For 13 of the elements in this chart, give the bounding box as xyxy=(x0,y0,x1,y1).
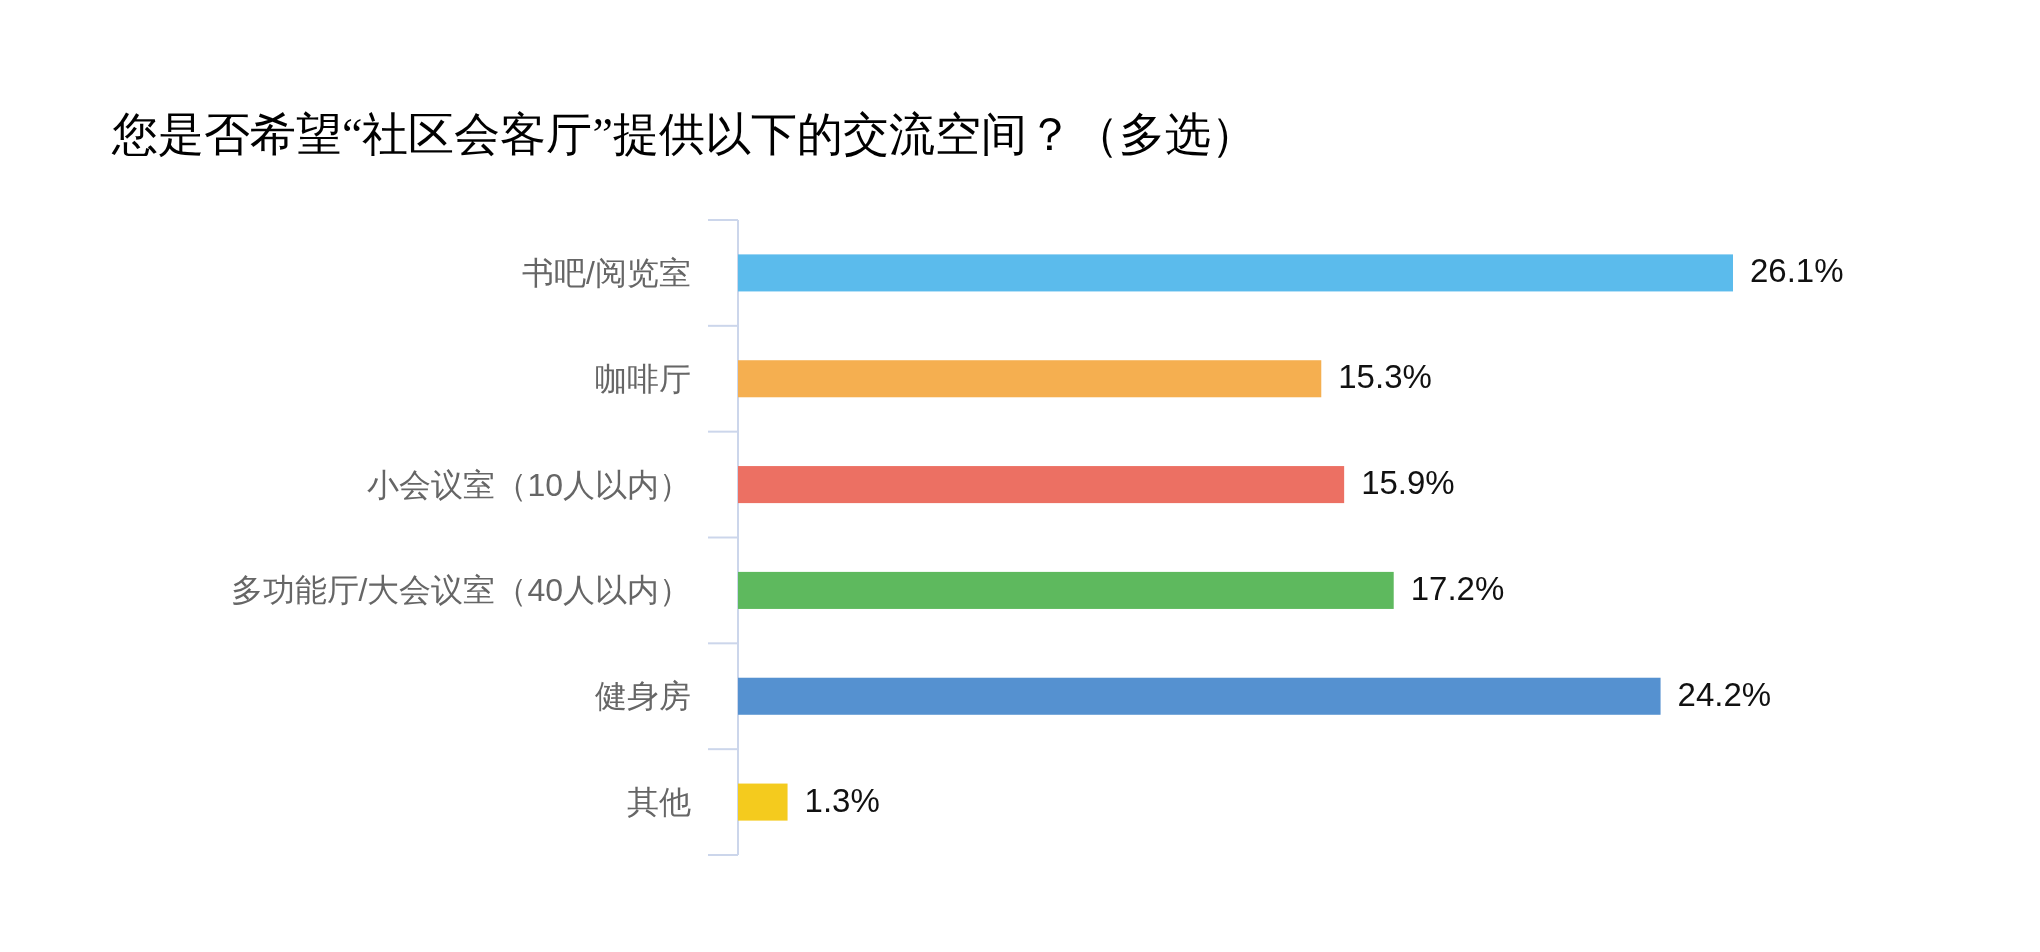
y-tick-label: 多功能厅/大会议室（40人以内） xyxy=(230,572,691,609)
data-label: 1.3% xyxy=(804,781,880,819)
y-tick-label: 健身房 xyxy=(595,678,691,715)
title: 您是否希望“社区会客厅”提供以下的交流空间？（多选） xyxy=(112,108,1257,160)
y-tick-label: 书吧/阅览室 xyxy=(522,254,691,291)
y-tick-label: 小会议室（10人以内） xyxy=(367,466,691,503)
data-label: 15.3% xyxy=(1338,358,1432,396)
data-label: 15.9% xyxy=(1361,464,1455,502)
data-label: 24.2% xyxy=(1677,675,1772,713)
data-label: 26.1% xyxy=(1750,252,1844,290)
y-tick-label: 其他 xyxy=(627,784,691,821)
data-label: 17.2% xyxy=(1410,569,1505,607)
y-tick-label: 咖啡厅 xyxy=(595,360,691,397)
